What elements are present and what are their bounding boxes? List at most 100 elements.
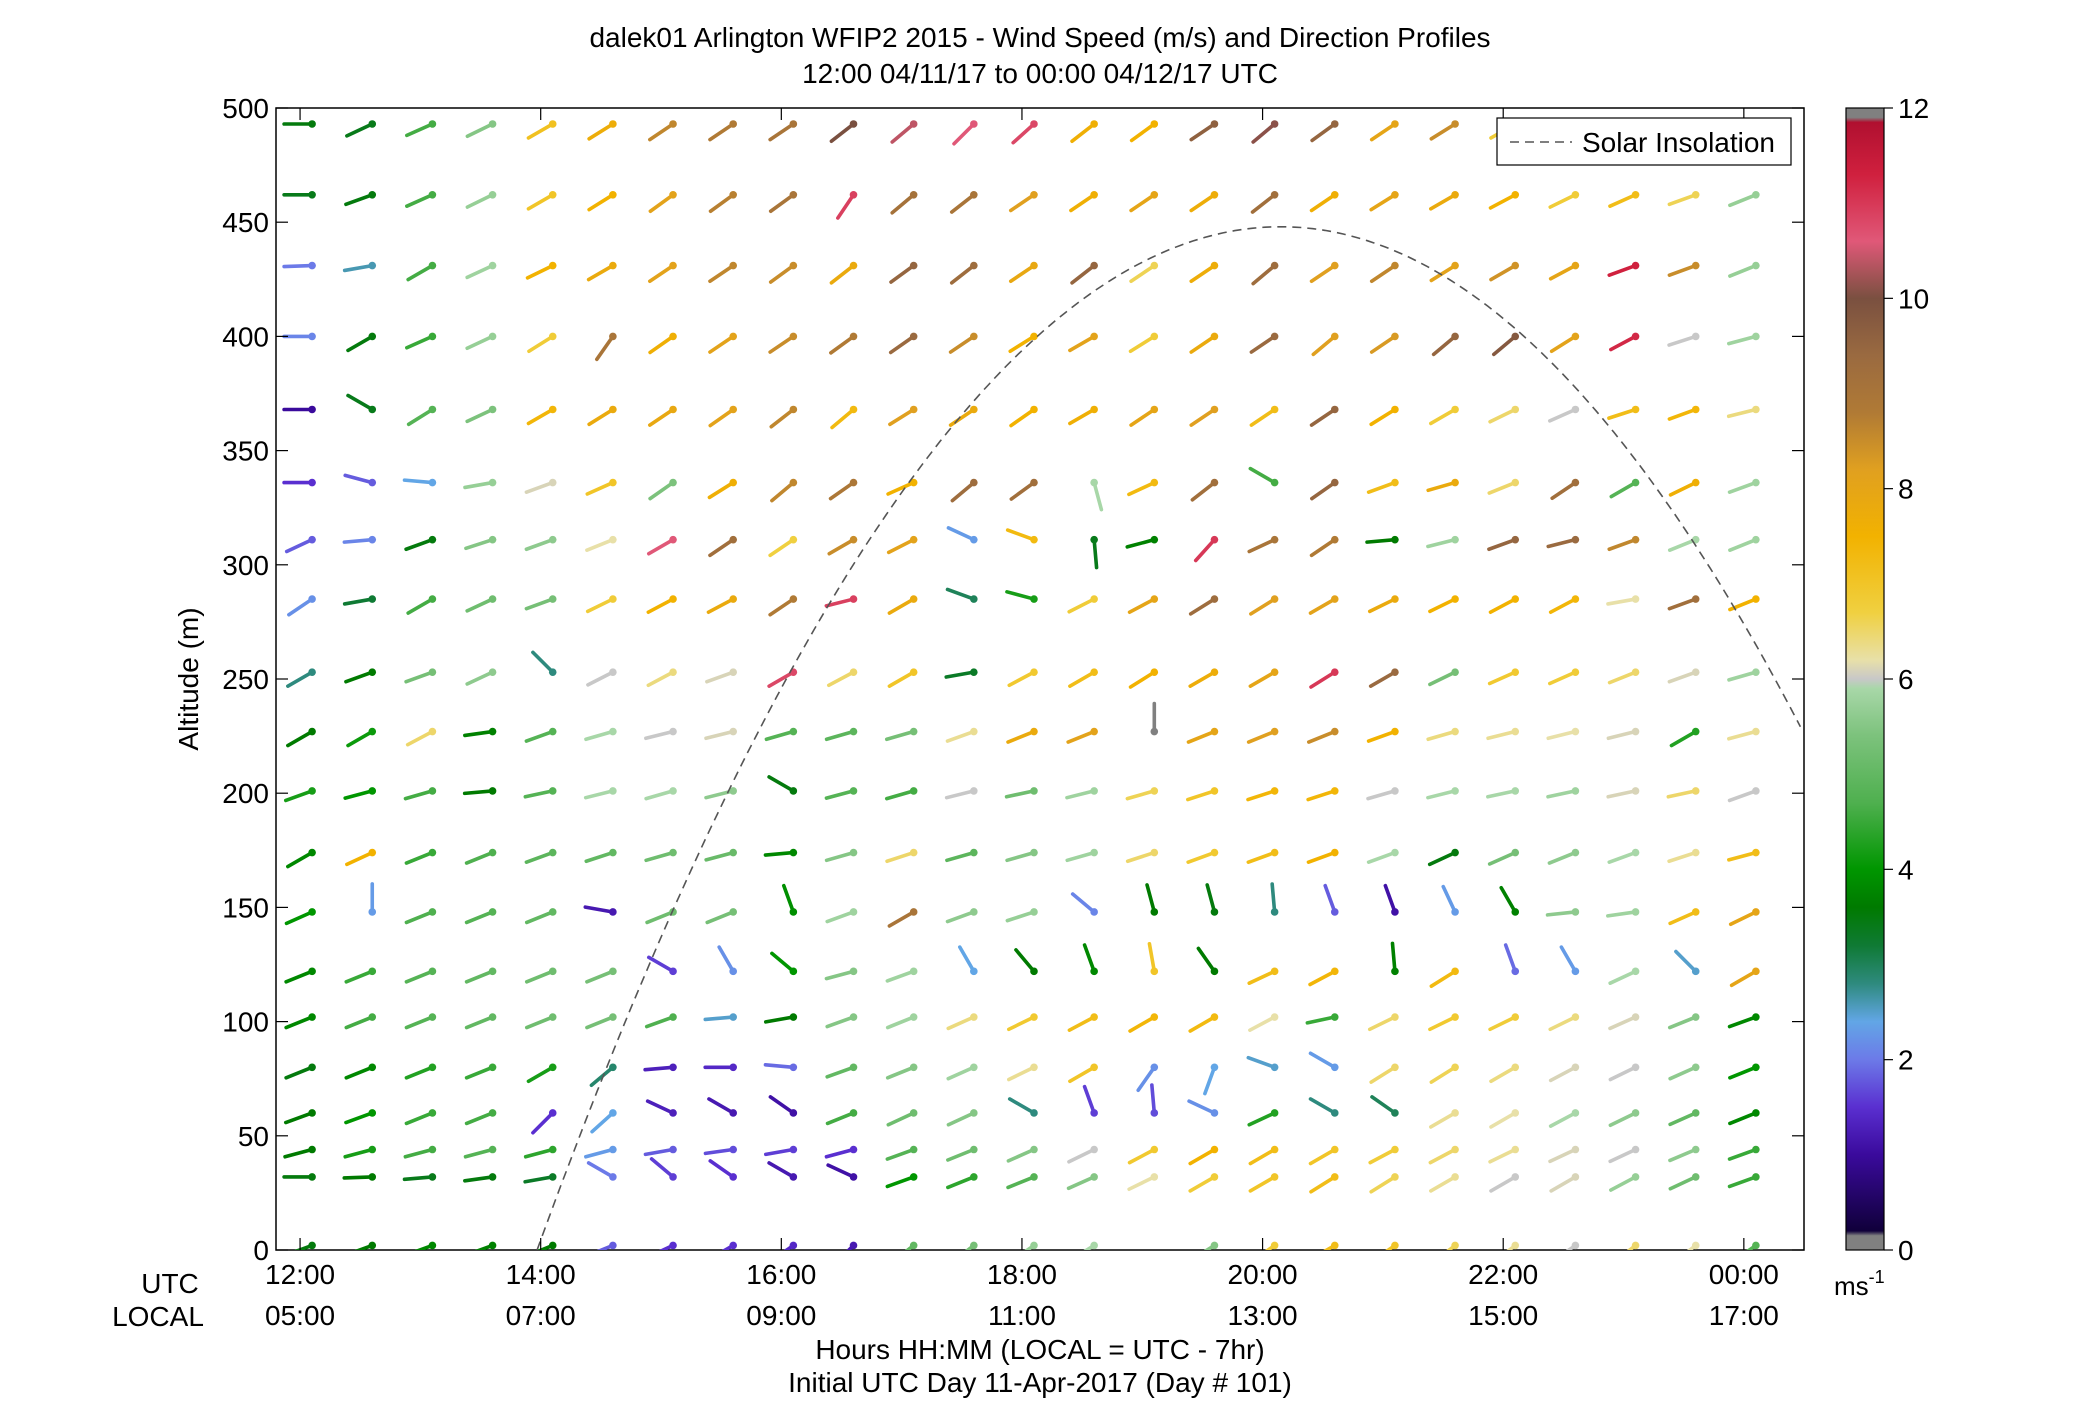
- wind-barb-dot: [1451, 848, 1459, 857]
- wind-barb-stick: [1727, 480, 1758, 494]
- wind-barb-stick: [1248, 1015, 1277, 1032]
- wind-barb-stick: [1727, 729, 1758, 741]
- wind-barb-stick: [1426, 480, 1457, 493]
- wind-barb: [1506, 1241, 1520, 1250]
- x-tick-label-utc: 16:00: [746, 1259, 816, 1290]
- x-tick-label-local: 05:00: [265, 1300, 335, 1331]
- wind-barb-stick: [1005, 850, 1036, 863]
- wind-barb: [825, 1013, 858, 1029]
- wind-barb: [945, 908, 978, 924]
- wind-barb: [708, 405, 737, 428]
- wind-barb: [1323, 883, 1339, 916]
- wind-barb-stick: [721, 1243, 735, 1250]
- wind-barb-stick: [463, 729, 495, 738]
- wind-barb: [1431, 332, 1459, 357]
- wind-barb-stick: [1486, 729, 1518, 741]
- wind-barb: [587, 120, 617, 141]
- wind-barb: [345, 848, 377, 867]
- wind-barb-dot: [729, 595, 737, 603]
- wind-barb: [1005, 908, 1038, 923]
- wind-barb: [1366, 787, 1399, 801]
- wind-barb-stick: [826, 670, 856, 688]
- wind-barb-dot: [1270, 967, 1279, 976]
- wind-barb-stick: [284, 1015, 314, 1030]
- wind-barb-dot: [1511, 261, 1520, 270]
- wind-barb-stick: [284, 969, 314, 984]
- wind-barb-dot: [1691, 1173, 1700, 1181]
- wind-barb: [587, 190, 617, 212]
- wind-barb-dot: [1030, 478, 1038, 487]
- wind-barb-dot: [1150, 405, 1159, 414]
- wind-barb-stick: [1488, 407, 1518, 424]
- wind-barb-stick: [1506, 1243, 1518, 1250]
- x-tick-label-local: 09:00: [746, 1300, 816, 1331]
- wind-barb: [1249, 595, 1279, 616]
- wind-barb: [1546, 535, 1580, 549]
- wind-barb-stick: [283, 789, 314, 803]
- wind-barb: [464, 535, 497, 551]
- wind-barb-stick: [1674, 949, 1698, 974]
- wind-barb-stick: [1667, 597, 1698, 611]
- wind-barb-stick: [1565, 1243, 1578, 1250]
- wind-barb: [1203, 1063, 1219, 1096]
- wind-barb-stick: [1727, 789, 1758, 803]
- wind-barb: [1429, 1063, 1459, 1084]
- wind-barb: [836, 190, 858, 220]
- wind-barb-stick: [346, 334, 375, 353]
- wind-barb: [464, 848, 497, 865]
- wind-barb: [644, 1013, 677, 1029]
- wind-barb: [1368, 668, 1399, 688]
- wind-barb-stick: [946, 526, 976, 542]
- wind-barb-stick: [885, 1147, 916, 1161]
- wind-barb-dot: [970, 405, 978, 414]
- wind-barb: [1626, 1241, 1640, 1250]
- wind-barb-stick: [1727, 1015, 1758, 1029]
- wind-barb-stick: [1065, 850, 1096, 863]
- wind-barb-stick: [825, 1015, 856, 1029]
- wind-barb-stick: [1125, 789, 1157, 801]
- wind-barb: [343, 1145, 377, 1159]
- wind-barb-stick: [1189, 407, 1217, 427]
- wind-barb-dot: [1330, 595, 1339, 603]
- wind-barb: [524, 1013, 557, 1030]
- wind-barb-dot: [609, 1109, 617, 1117]
- wind-barb-stick: [1548, 263, 1578, 281]
- wind-barb-stick: [824, 597, 856, 608]
- wind-barb: [1385, 1241, 1399, 1250]
- wind-barb-dot: [1210, 727, 1219, 736]
- wind-barb-stick: [1007, 1015, 1036, 1032]
- y-tick-label: 250: [222, 664, 269, 695]
- wind-barb-dot: [909, 908, 918, 916]
- wind-barb: [1004, 787, 1038, 799]
- wind-barb: [1727, 727, 1760, 741]
- wind-barb-dot: [909, 1145, 918, 1154]
- wind-barb-stick: [768, 263, 796, 284]
- wind-barb-dot: [609, 908, 617, 916]
- wind-barb-stick: [949, 192, 976, 214]
- wind-barb: [1251, 261, 1279, 286]
- wind-barb-dot: [729, 668, 737, 676]
- wind-barb-dot: [729, 261, 737, 270]
- wind-barb: [1548, 1063, 1580, 1083]
- wind-barb-stick: [644, 789, 675, 801]
- wind-barb-dot: [368, 1145, 377, 1154]
- wind-barb-stick: [950, 480, 976, 503]
- wind-barb-dot: [849, 190, 858, 199]
- wind-barb-dot: [1451, 1145, 1459, 1154]
- wind-barb-dot: [1150, 190, 1159, 199]
- wind-barb: [1729, 967, 1760, 988]
- wind-barb-dot: [1090, 787, 1098, 795]
- wind-barb-stick: [768, 597, 796, 617]
- wind-barb-stick: [1068, 670, 1096, 688]
- wind-barb: [1188, 1013, 1219, 1033]
- wind-barb: [1607, 848, 1640, 864]
- wind-barb-stick: [1366, 480, 1397, 494]
- wind-barb: [707, 478, 737, 500]
- wind-barb-dot: [789, 405, 798, 414]
- wind-barb: [1006, 727, 1038, 744]
- wind-barb: [1549, 332, 1580, 354]
- wind-barb: [946, 1109, 978, 1127]
- wind-barb: [1667, 332, 1700, 347]
- wind-barb-stick: [346, 729, 375, 748]
- wind-barb-dot: [368, 595, 377, 603]
